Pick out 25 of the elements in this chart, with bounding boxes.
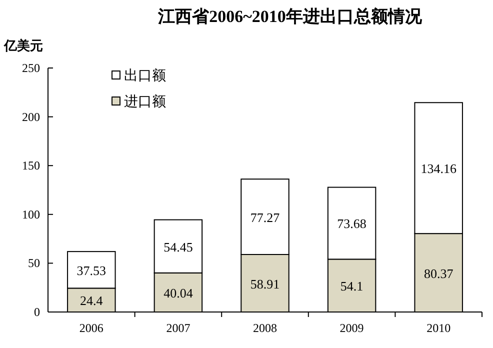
data-label: 73.68 — [337, 216, 366, 232]
x-tick-label: 2007 — [166, 321, 190, 335]
x-tick-label: 2008 — [253, 321, 277, 335]
chart-title: 江西省2006~2010年进出口总额情况 — [157, 7, 423, 26]
data-label: 80.37 — [424, 266, 454, 281]
data-label: 134.16 — [420, 161, 457, 176]
y-tick-label: 50 — [28, 256, 40, 270]
legend-label: 进口额 — [124, 94, 166, 110]
y-tick-label: 100 — [22, 207, 40, 222]
data-label: 24.4 — [80, 293, 104, 308]
data-label: 37.53 — [76, 262, 106, 278]
data-label: 40.04 — [164, 285, 194, 300]
y-tick-label: 200 — [22, 110, 40, 124]
y-tick-label: 0 — [34, 305, 40, 319]
data-label: 58.91 — [250, 276, 280, 292]
x-tick-label: 2010 — [426, 321, 451, 335]
x-tick-label: 2009 — [340, 321, 364, 335]
y-tick-label: 150 — [22, 158, 40, 173]
y-axis-title: 亿美元 — [3, 38, 43, 53]
x-tick-label: 2006 — [79, 321, 104, 335]
data-label: 54.45 — [164, 239, 193, 254]
legend-label: 出口额 — [124, 68, 166, 84]
y-tick-label: 250 — [22, 61, 40, 75]
data-label: 77.27 — [250, 210, 280, 225]
data-label: 54.1 — [340, 278, 364, 294]
